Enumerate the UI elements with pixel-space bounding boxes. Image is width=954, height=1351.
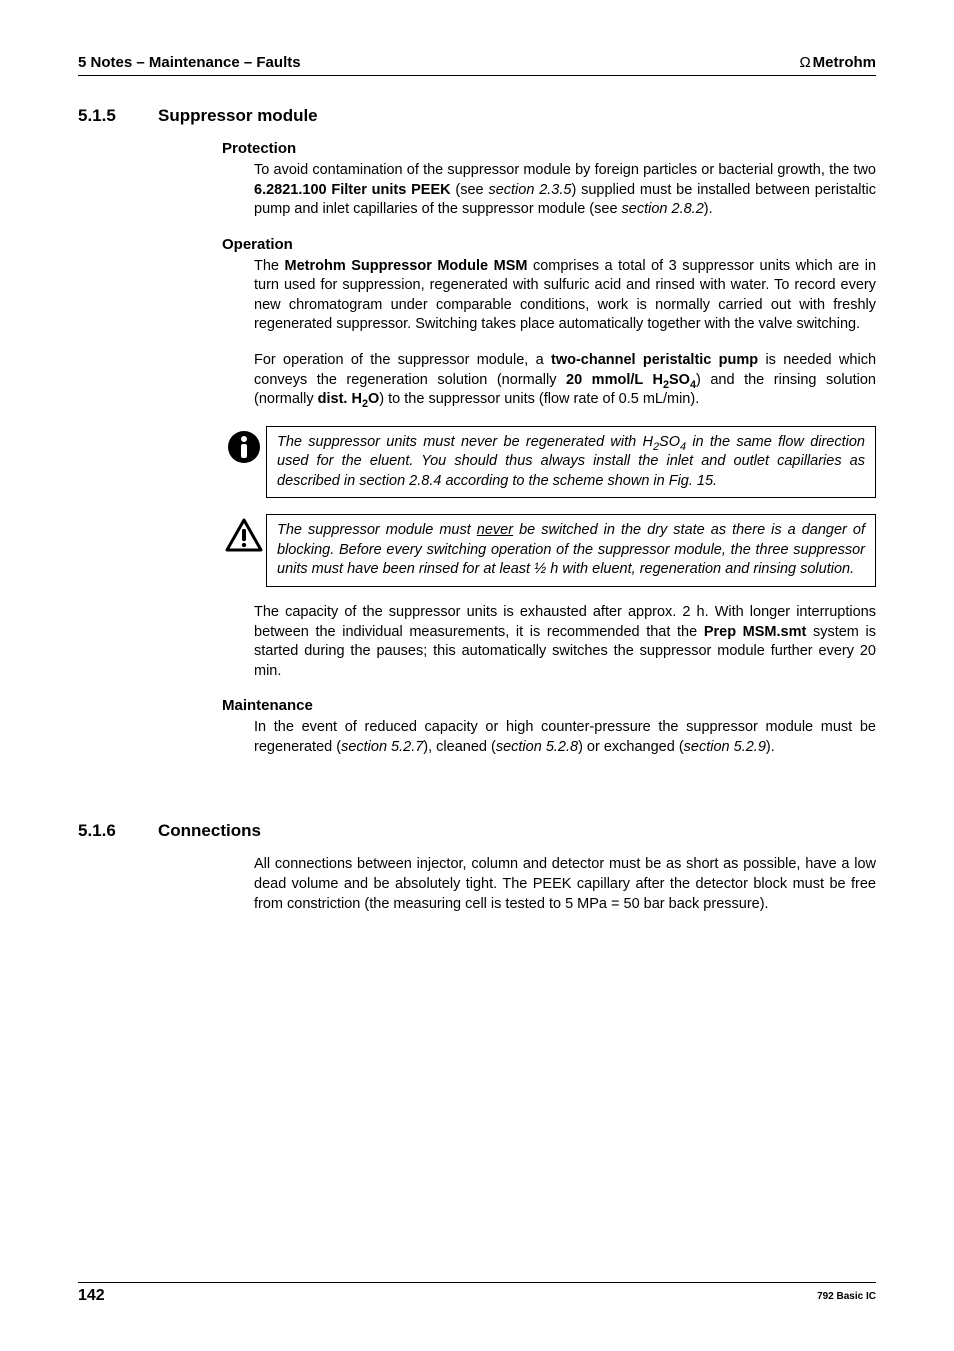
info-box-1: The suppressor units must never be regen… — [222, 426, 876, 499]
page-header: 5 Notes – Maintenance – Faults ΩMetrohm — [78, 54, 876, 76]
info-icon — [222, 426, 266, 464]
section-title: Suppressor module — [158, 106, 318, 126]
section-title: Connections — [158, 821, 261, 841]
section-number: 5.1.6 — [78, 821, 158, 841]
operation-para-2: For operation of the suppressor module, … — [254, 351, 876, 410]
protection-paragraph: To avoid contamination of the suppressor… — [254, 161, 876, 220]
header-right: ΩMetrohm — [799, 54, 876, 71]
subheading-maintenance: Maintenance — [222, 697, 876, 714]
subheading-protection: Protection — [222, 140, 876, 157]
header-left: 5 Notes – Maintenance – Faults — [78, 54, 301, 71]
maintenance-paragraph: In the event of reduced capacity or high… — [254, 718, 876, 757]
warning-icon — [222, 514, 266, 552]
warning-box-text: The suppressor module must never be swit… — [266, 514, 876, 587]
section-516-heading: 5.1.6 Connections — [78, 821, 876, 841]
doc-id: 792 Basic IC — [817, 1291, 876, 1302]
section-515-heading: 5.1.5 Suppressor module — [78, 106, 876, 126]
warning-box: The suppressor module must never be swit… — [222, 514, 876, 587]
page-footer: 142 792 Basic IC — [78, 1282, 876, 1305]
capacity-paragraph: The capacity of the suppressor units is … — [254, 603, 876, 681]
operation-para-1: The Metrohm Suppressor Module MSM compri… — [254, 257, 876, 335]
section-number: 5.1.5 — [78, 106, 158, 126]
ohm-icon: Ω — [799, 54, 810, 71]
page-number: 142 — [78, 1287, 105, 1305]
connections-paragraph: All connections between injector, column… — [254, 855, 876, 914]
subheading-operation: Operation — [222, 236, 876, 253]
info-box-text: The suppressor units must never be regen… — [266, 426, 876, 499]
